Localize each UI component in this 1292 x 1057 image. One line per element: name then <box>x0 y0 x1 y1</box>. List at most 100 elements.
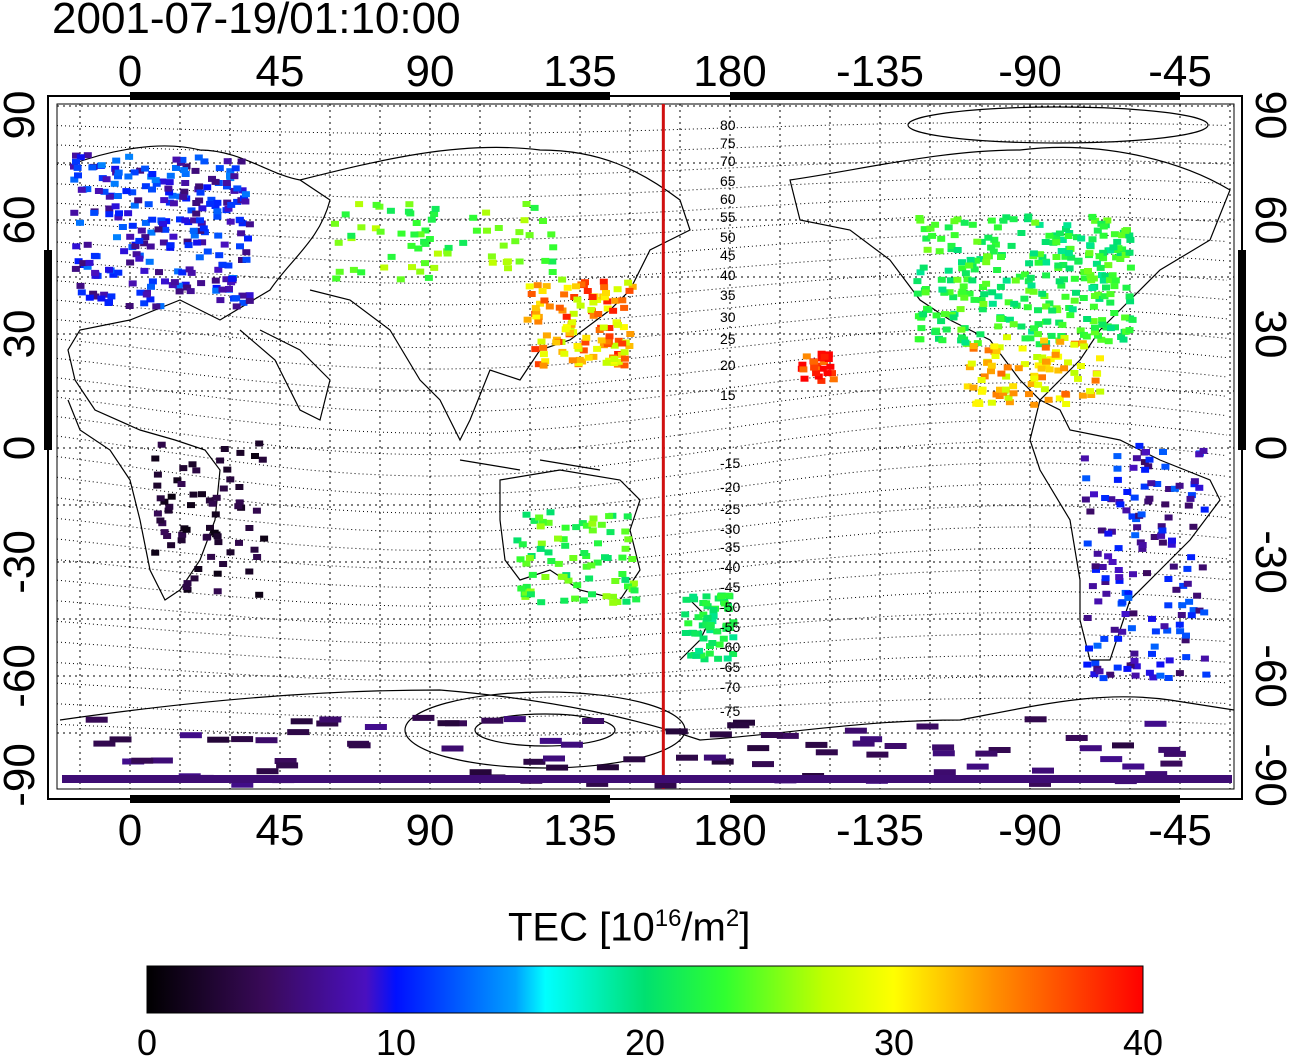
tec-sample <box>1014 365 1023 372</box>
tec-sample <box>182 163 191 170</box>
tec-sample <box>521 589 530 596</box>
tec-sample <box>163 533 172 539</box>
top-lon-labels: 0 45 90 135 180 -135 -90 -45 <box>118 47 1212 96</box>
tec-sample <box>154 226 163 233</box>
tec-sample <box>503 716 526 723</box>
tec-sample <box>1086 242 1095 249</box>
tec-sample <box>983 253 991 260</box>
tec-sample <box>170 279 179 286</box>
tec-sample <box>233 198 242 205</box>
tec-sample <box>215 165 224 172</box>
tec-sample <box>157 441 166 448</box>
tec-sample <box>169 200 178 207</box>
tec-sample <box>684 620 693 627</box>
tec-sample <box>603 298 612 305</box>
tec-sample <box>1078 340 1087 347</box>
tec-sample <box>515 258 524 265</box>
tec-sample <box>577 281 586 288</box>
tec-sample <box>1121 611 1130 617</box>
tec-sample <box>437 720 460 727</box>
tec-sample <box>1092 566 1100 573</box>
tec-sample <box>826 363 835 370</box>
tec-sample <box>1091 324 1099 331</box>
tec-sample <box>1106 325 1115 332</box>
tec-sample <box>145 258 154 265</box>
tec-sample <box>564 577 573 584</box>
tec-sample <box>274 758 297 764</box>
tec-sample <box>74 172 82 179</box>
contour-label: 25 <box>720 331 736 347</box>
tec-sample <box>722 625 731 632</box>
tec-sample <box>995 344 1004 351</box>
tec-sample <box>124 173 133 180</box>
tec-sample <box>1009 216 1018 223</box>
tec-sample <box>182 584 191 590</box>
tec-sample <box>190 232 199 239</box>
tec-sample <box>968 277 977 284</box>
tec-sample <box>1052 234 1061 241</box>
tec-sample <box>1090 491 1098 498</box>
tec-sample <box>1064 250 1073 256</box>
tec-sample <box>597 337 606 344</box>
tec-sample <box>625 343 634 349</box>
tec-sample <box>331 220 339 227</box>
tec-sample <box>72 243 81 250</box>
tec-sample <box>1151 628 1160 635</box>
tec-sample <box>714 655 723 662</box>
tec-sample <box>1024 716 1047 723</box>
tec-sample <box>189 227 198 234</box>
tec-sample <box>105 205 114 212</box>
tec-sample <box>131 243 140 250</box>
tec-sample <box>606 529 615 536</box>
tec-sample <box>1106 671 1115 678</box>
tec-sample <box>944 267 953 274</box>
tec-sample <box>554 535 562 542</box>
tec-sample <box>1009 383 1018 390</box>
tec-sample <box>459 239 468 246</box>
tec-sample <box>1061 253 1070 260</box>
tec-sample <box>513 537 522 544</box>
tec-sample <box>241 198 250 205</box>
tec-sample <box>610 356 619 362</box>
tec-sample <box>1110 231 1119 238</box>
contour-label: 40 <box>720 267 736 283</box>
tec-sample <box>574 360 583 366</box>
contour-label: -55 <box>720 619 740 635</box>
tec-sample <box>1040 386 1049 393</box>
tec-sample <box>573 582 582 589</box>
tec-sample <box>1100 756 1123 763</box>
tec-sample <box>164 507 173 514</box>
tec-sample <box>187 269 196 276</box>
tec-sample <box>1178 602 1187 609</box>
contour-label: -50 <box>720 599 740 615</box>
tec-sample <box>1056 338 1065 345</box>
tec-sample <box>1092 260 1101 267</box>
tec-sample <box>713 628 722 635</box>
tec-sample <box>1135 442 1144 449</box>
tec-sample <box>654 782 677 789</box>
tec-sample <box>1003 334 1011 341</box>
tec-sample <box>187 502 195 509</box>
tec-sample <box>1121 314 1130 321</box>
tec-sample <box>1029 780 1051 787</box>
tec-sample <box>1088 236 1097 243</box>
tec-sample <box>200 158 209 165</box>
tec-sample <box>990 236 999 243</box>
tec-sample <box>991 353 1000 359</box>
tec-sample <box>166 242 175 249</box>
tec-sample <box>987 399 996 406</box>
tec-sample <box>799 366 808 373</box>
tec-sample <box>818 365 827 372</box>
tec-sample <box>623 756 646 763</box>
tec-sample <box>235 499 244 506</box>
tec-sample <box>1043 318 1052 325</box>
tec-sample <box>126 233 135 240</box>
tec-sample <box>580 550 589 556</box>
tec-sample <box>593 559 602 566</box>
tec-sample <box>174 268 183 275</box>
tec-sample <box>1096 388 1105 395</box>
tec-sample <box>1163 750 1186 757</box>
tec-sample <box>1200 609 1209 616</box>
tec-sample <box>709 607 718 613</box>
tec-sample <box>544 549 553 556</box>
